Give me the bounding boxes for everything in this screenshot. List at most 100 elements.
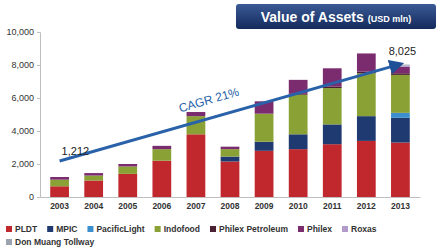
x-tick-label: 2011 [323, 201, 342, 211]
y-tick-mark [37, 98, 40, 99]
bars [50, 53, 410, 197]
bar-segment [357, 53, 376, 54]
bar-segment [118, 164, 137, 165]
bar-segment [152, 149, 171, 161]
annotations: CAGR 21% 1,212 8,025 [60, 45, 417, 161]
y-tick-mark [37, 197, 40, 198]
bar-segment [289, 134, 308, 149]
x-tick-label: 2009 [255, 201, 274, 211]
y-tick-label: 8,000 [11, 60, 34, 70]
bar-segment [118, 174, 137, 197]
legend-swatch [210, 226, 216, 232]
bar-segment [289, 79, 308, 80]
bar-segment [152, 146, 171, 149]
bar-segment [391, 118, 410, 143]
x-tick-label: 2010 [289, 201, 308, 211]
bar-segment [221, 147, 240, 149]
bar-segment [221, 157, 240, 162]
legend-swatch [6, 226, 12, 232]
y-tick-label: 4,000 [11, 126, 34, 136]
legend: PLDT MPIC PacificLight Indofood Philex Petro… [6, 224, 377, 247]
y-tick-mark [37, 32, 40, 33]
legend-item: MPIC [47, 224, 77, 234]
bar-segment [323, 68, 342, 69]
x-tick: 2006 [152, 201, 171, 211]
y-tick: 8,000 [11, 60, 40, 70]
bar-segment [323, 144, 342, 197]
y-tick: 0 [29, 192, 40, 202]
bar-segment [221, 149, 240, 156]
legend-swatch [298, 226, 304, 232]
bar-segment [221, 162, 240, 197]
bar-segment [84, 176, 103, 181]
y-tick-mark [37, 65, 40, 66]
bar-segment [50, 177, 69, 180]
y-tick-label: 6,000 [11, 93, 34, 103]
x-tick: 2007 [186, 201, 205, 211]
bar-segment [323, 68, 342, 69]
bar-segment [289, 79, 308, 80]
y-tick-label: 0 [29, 192, 34, 202]
x-tick-label: 2007 [186, 201, 205, 211]
x-tick: 2009 [255, 201, 274, 211]
bar-segment [152, 145, 171, 146]
x-tick: 2008 [221, 201, 240, 211]
x-tick-label: 2006 [152, 201, 171, 211]
bar-segment [118, 164, 137, 165]
legend-item: PLDT [6, 224, 38, 234]
start-value-label: 1,212 [62, 145, 90, 157]
bar-segment [391, 113, 410, 118]
x-tick: 2010 [289, 201, 308, 211]
bar-segment [391, 75, 410, 113]
legend-label: Philex [307, 224, 332, 234]
x-tick: 2005 [118, 201, 137, 211]
bar-segment [84, 173, 103, 174]
bar-segment [50, 180, 69, 187]
legend-swatch [155, 226, 161, 232]
x-tick-label: 2003 [50, 201, 69, 211]
title-box: Value of Assets (USD mln) [236, 4, 436, 29]
legend-label: Indofood [164, 224, 200, 234]
bar-segment [357, 73, 376, 116]
bar-segment [391, 73, 410, 75]
legend-swatch [47, 226, 53, 232]
x-tick-label: 2013 [391, 201, 410, 211]
series-3 [50, 73, 410, 186]
y-tick-label: 2,000 [11, 159, 34, 169]
series-2 [391, 113, 410, 118]
bar-segment [255, 114, 274, 142]
x-tick-label: 2005 [118, 201, 137, 211]
bar-segment [152, 161, 171, 197]
bar-segment [84, 173, 103, 175]
x-tick-label: 2012 [357, 201, 376, 211]
bar-segment [255, 151, 274, 197]
bar-segment [391, 67, 410, 74]
end-value-label: 8,025 [389, 45, 417, 57]
x-tick: 2004 [84, 201, 103, 211]
legend-label: Roxas [351, 224, 377, 234]
bar-segment [323, 88, 342, 124]
legend-item: PacificLight [87, 224, 144, 234]
bar-segment [289, 149, 308, 197]
legend-swatch [87, 226, 93, 232]
x-axis: 2003 2004 2005 2006 2007 2008 2009 2010 2011 2012… [41, 198, 421, 212]
chart: Value of Assets (USD mln) 0 2,000 4,000 6,000… [0, 0, 442, 248]
bar-segment [50, 186, 69, 197]
x-tick-label: 2004 [84, 201, 103, 211]
legend-label: Philex Petroleum [219, 224, 288, 234]
legend-swatch [342, 226, 348, 232]
title-main: Value of Assets [261, 9, 364, 25]
series-1 [221, 116, 410, 161]
bar-segment [255, 142, 274, 151]
x-axis-line [41, 197, 421, 198]
y-tick: 10,000 [6, 27, 40, 37]
legend-item: Roxas [342, 224, 377, 234]
bar-segment [50, 177, 69, 178]
cagr-label: CAGR 21% [177, 85, 241, 116]
bar-segment [50, 177, 69, 178]
bar-segment [84, 173, 103, 174]
bar-segment [357, 53, 376, 71]
subtitle: (USD mln) [368, 14, 412, 24]
bar-segment [357, 141, 376, 197]
legend-label: Don Muang Tollway [15, 237, 94, 247]
